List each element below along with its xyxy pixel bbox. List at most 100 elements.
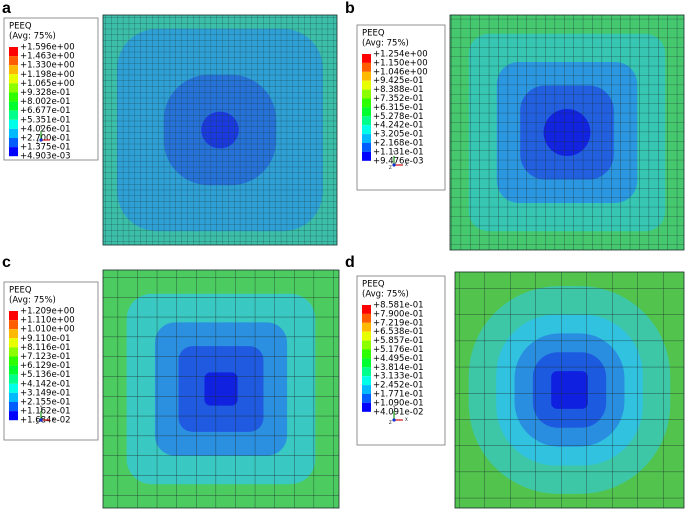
legend-value: +6.129e-01 [20, 361, 71, 371]
legend-swatch [9, 47, 18, 57]
legend-swatch [9, 402, 18, 412]
legend-swatch [9, 56, 18, 66]
legend-value: +4.242e-01 [373, 121, 424, 131]
legend-value: +4.091e-02 [373, 407, 424, 417]
legend-title: PEEQ [9, 286, 32, 296]
legend-value: +6.538e-01 [373, 327, 424, 337]
legend-box [3, 281, 99, 441]
legend-value: +6.315e-01 [373, 103, 424, 113]
legend-value: +1.010e+00 [20, 325, 75, 335]
legend-title: PEEQ [9, 22, 32, 32]
triad-label: Z [36, 140, 39, 145]
triad-label: Z [389, 165, 392, 170]
legend-swatch [362, 125, 371, 135]
legend-subtitle: (Avg: 75%) [362, 290, 409, 300]
legend-value: +1.596e+00 [20, 43, 75, 53]
legend-value: +5.857e-01 [373, 336, 424, 346]
legend-swatch [362, 394, 371, 403]
legend-value: +8.388e-01 [373, 85, 424, 95]
panel-label: c [2, 254, 11, 271]
legend-swatch [9, 138, 18, 148]
legend-swatch [9, 147, 18, 157]
legend-swatch [9, 110, 18, 120]
legend-swatch [9, 92, 18, 102]
legend-swatch [362, 331, 371, 341]
legend-swatch [9, 365, 18, 375]
legend-swatch [362, 305, 371, 314]
legend-swatch [9, 65, 18, 75]
legend-value: +4.142e-01 [20, 379, 71, 389]
legend-subtitle: (Avg: 75%) [9, 32, 56, 42]
legend-swatch [362, 358, 371, 368]
mesh-grid [449, 14, 685, 251]
legend-swatch [362, 376, 371, 386]
triad-z [392, 163, 396, 167]
legend-swatch [362, 143, 371, 152]
triad-label: X [52, 137, 55, 142]
triad-label: X [405, 417, 408, 422]
legend-subtitle: (Avg: 75%) [9, 296, 56, 306]
legend-swatch [9, 383, 18, 393]
legend-swatch [362, 322, 371, 332]
legend-title: PEEQ [362, 280, 385, 290]
legend-swatch [362, 62, 371, 72]
legend-swatch [362, 116, 371, 126]
legend-value: +4.903e-03 [20, 152, 71, 162]
mesh-grid [454, 271, 685, 509]
panel-label: d [345, 254, 355, 271]
legend-value: +2.168e-01 [373, 139, 424, 149]
legend-box [3, 17, 99, 161]
legend-value: +8.581e-01 [373, 301, 424, 311]
legend-swatch [9, 411, 18, 421]
legend-value: +4.026e-01 [20, 124, 71, 134]
legend-value: +2.155e-01 [20, 398, 71, 408]
legend-value: +5.351e-01 [20, 115, 71, 125]
legend-value: +9.328e-01 [20, 88, 71, 98]
triad-label: Z [36, 420, 39, 425]
legend-value: +7.900e-01 [373, 309, 424, 319]
legend-title: PEEQ [362, 29, 385, 39]
legend-value: +5.176e-01 [373, 345, 424, 355]
legend-swatch [362, 349, 371, 359]
legend-swatch [9, 338, 18, 348]
legend-swatch [9, 74, 18, 84]
legend-swatch [362, 385, 371, 394]
legend-value: +1.162e-01 [20, 407, 71, 417]
legend-value: +1.090e-01 [373, 398, 424, 408]
legend-swatch [362, 402, 371, 412]
legend-swatch [362, 134, 371, 143]
legend-swatch [362, 71, 371, 81]
legend-value: +1.198e+00 [20, 70, 75, 80]
legend-value: +1.209e+00 [20, 307, 75, 317]
legend-value: +2.700e-01 [20, 134, 71, 144]
legend-value: +1.150e+00 [373, 58, 428, 68]
legend-swatch [9, 128, 18, 138]
triad-z [39, 418, 43, 422]
panel-label: b [345, 0, 355, 17]
legend-value: +7.123e-01 [20, 352, 71, 362]
triad-label: Y [392, 150, 396, 155]
legend-swatch [362, 367, 371, 377]
legend-subtitle: (Avg: 75%) [362, 39, 409, 49]
legend-swatch [362, 54, 371, 63]
legend-swatch [362, 151, 371, 161]
legend-value: +3.133e-01 [373, 372, 424, 382]
legend-value: +5.278e-01 [373, 112, 424, 122]
legend-value: +3.814e-01 [373, 363, 424, 373]
triad-label: Y [39, 125, 43, 130]
legend-value: +9.110e-01 [20, 334, 71, 344]
legend-swatch [362, 340, 371, 350]
triad-z [392, 418, 396, 422]
legend-value: +2.452e-01 [373, 381, 424, 391]
legend-value: +7.219e-01 [373, 318, 424, 328]
legend-value: +1.110e+00 [20, 316, 75, 326]
legend-value: +3.205e-01 [373, 130, 424, 140]
triad-label: Y [39, 405, 43, 410]
legend-value: +1.330e+00 [20, 61, 75, 71]
legend-swatch [362, 313, 371, 323]
legend-swatch [9, 101, 18, 111]
legend-value: +1.375e-01 [20, 143, 71, 153]
mesh-grid [102, 269, 340, 509]
legend-value: +1.046e+00 [373, 67, 428, 77]
legend-value: +5.136e-01 [20, 370, 71, 380]
